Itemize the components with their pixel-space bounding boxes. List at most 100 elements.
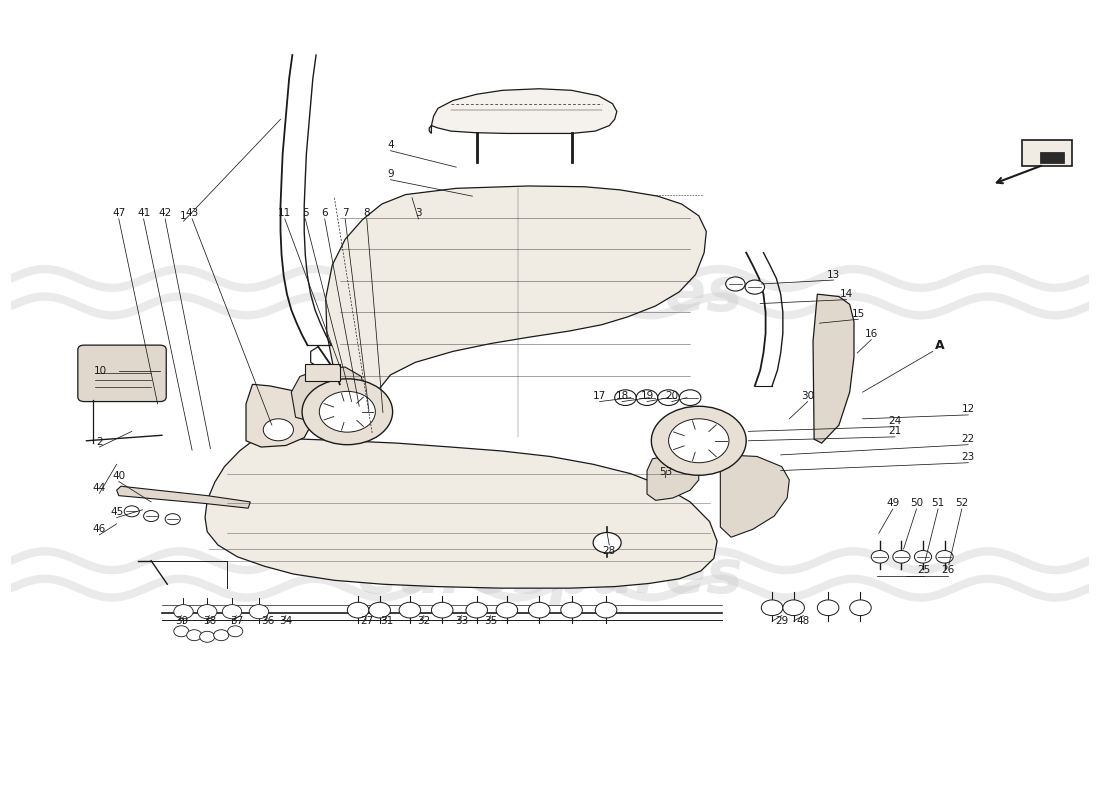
Circle shape bbox=[561, 602, 582, 618]
Text: 35: 35 bbox=[484, 616, 497, 626]
Circle shape bbox=[669, 419, 729, 462]
Text: 50: 50 bbox=[910, 498, 923, 509]
Circle shape bbox=[936, 550, 954, 563]
Text: 7: 7 bbox=[342, 209, 349, 218]
Text: 5: 5 bbox=[302, 209, 309, 218]
Text: 28: 28 bbox=[603, 546, 616, 555]
Text: 40: 40 bbox=[112, 471, 125, 481]
Circle shape bbox=[761, 600, 783, 616]
Circle shape bbox=[726, 277, 745, 291]
FancyBboxPatch shape bbox=[78, 345, 166, 402]
Text: 47: 47 bbox=[112, 209, 125, 218]
Text: 24: 24 bbox=[889, 416, 902, 426]
Circle shape bbox=[200, 631, 214, 642]
Circle shape bbox=[849, 600, 871, 616]
Polygon shape bbox=[117, 486, 251, 508]
Polygon shape bbox=[647, 455, 698, 500]
Text: 26: 26 bbox=[942, 565, 955, 575]
FancyBboxPatch shape bbox=[1041, 152, 1064, 163]
Circle shape bbox=[174, 605, 194, 618]
Circle shape bbox=[651, 406, 746, 475]
Text: 46: 46 bbox=[92, 524, 106, 534]
Text: 15: 15 bbox=[851, 309, 865, 318]
Text: 48: 48 bbox=[796, 616, 810, 626]
Circle shape bbox=[144, 510, 158, 522]
Text: 10: 10 bbox=[94, 366, 107, 376]
Circle shape bbox=[399, 602, 420, 618]
Circle shape bbox=[595, 602, 617, 618]
Circle shape bbox=[783, 600, 804, 616]
Circle shape bbox=[636, 390, 658, 406]
Text: 13: 13 bbox=[827, 270, 840, 279]
Circle shape bbox=[658, 390, 680, 406]
Text: 19: 19 bbox=[640, 391, 653, 401]
Text: 29: 29 bbox=[776, 616, 789, 626]
Circle shape bbox=[187, 630, 201, 641]
Text: 49: 49 bbox=[887, 498, 900, 509]
Text: 14: 14 bbox=[839, 289, 854, 299]
Text: 37: 37 bbox=[230, 616, 243, 626]
Circle shape bbox=[222, 605, 242, 618]
Text: 17: 17 bbox=[593, 391, 606, 401]
Text: 43: 43 bbox=[186, 209, 199, 218]
Circle shape bbox=[528, 602, 550, 618]
Text: 23: 23 bbox=[961, 452, 975, 462]
Circle shape bbox=[302, 379, 393, 445]
Circle shape bbox=[914, 550, 932, 563]
Circle shape bbox=[593, 533, 622, 553]
Text: 16: 16 bbox=[865, 329, 878, 339]
Text: 45: 45 bbox=[110, 507, 123, 517]
Text: 44: 44 bbox=[92, 483, 106, 493]
Text: 12: 12 bbox=[961, 405, 975, 414]
Circle shape bbox=[431, 602, 453, 618]
Text: 42: 42 bbox=[158, 209, 172, 218]
Polygon shape bbox=[292, 367, 364, 422]
FancyBboxPatch shape bbox=[306, 364, 340, 381]
FancyBboxPatch shape bbox=[1022, 140, 1071, 166]
Text: A: A bbox=[935, 339, 945, 353]
Text: 25: 25 bbox=[917, 565, 931, 575]
Polygon shape bbox=[246, 384, 312, 447]
Circle shape bbox=[165, 514, 180, 525]
Circle shape bbox=[817, 600, 839, 616]
Circle shape bbox=[615, 390, 636, 406]
Text: 53: 53 bbox=[659, 467, 672, 477]
Text: 52: 52 bbox=[955, 498, 968, 509]
Text: 41: 41 bbox=[138, 209, 151, 218]
Text: 11: 11 bbox=[278, 209, 292, 218]
Circle shape bbox=[263, 419, 294, 441]
Text: 6: 6 bbox=[321, 209, 328, 218]
Text: 21: 21 bbox=[889, 426, 902, 436]
Circle shape bbox=[319, 391, 375, 432]
Text: 3: 3 bbox=[415, 209, 421, 218]
Text: 9: 9 bbox=[387, 170, 394, 179]
Text: 2: 2 bbox=[96, 437, 102, 446]
Text: 34: 34 bbox=[279, 616, 293, 626]
Text: 33: 33 bbox=[455, 616, 469, 626]
Polygon shape bbox=[813, 294, 854, 443]
Circle shape bbox=[745, 280, 764, 294]
Polygon shape bbox=[326, 186, 706, 439]
Circle shape bbox=[368, 602, 390, 618]
Text: 51: 51 bbox=[932, 498, 945, 509]
Circle shape bbox=[228, 626, 243, 637]
Circle shape bbox=[250, 605, 268, 618]
Text: 30: 30 bbox=[801, 391, 814, 401]
Text: 20: 20 bbox=[666, 391, 679, 401]
Polygon shape bbox=[720, 455, 790, 538]
Text: 36: 36 bbox=[261, 616, 274, 626]
Text: 32: 32 bbox=[417, 616, 430, 626]
Text: 31: 31 bbox=[381, 616, 394, 626]
Text: 18: 18 bbox=[616, 391, 629, 401]
Polygon shape bbox=[205, 438, 717, 588]
Circle shape bbox=[871, 550, 889, 563]
Text: 22: 22 bbox=[961, 434, 975, 444]
Text: 38: 38 bbox=[202, 616, 216, 626]
Circle shape bbox=[680, 390, 701, 406]
Text: eurospares: eurospares bbox=[356, 265, 744, 324]
Circle shape bbox=[174, 626, 189, 637]
Text: eurospares: eurospares bbox=[356, 547, 744, 606]
Text: 4: 4 bbox=[387, 140, 394, 150]
Circle shape bbox=[124, 506, 140, 517]
Circle shape bbox=[893, 550, 910, 563]
